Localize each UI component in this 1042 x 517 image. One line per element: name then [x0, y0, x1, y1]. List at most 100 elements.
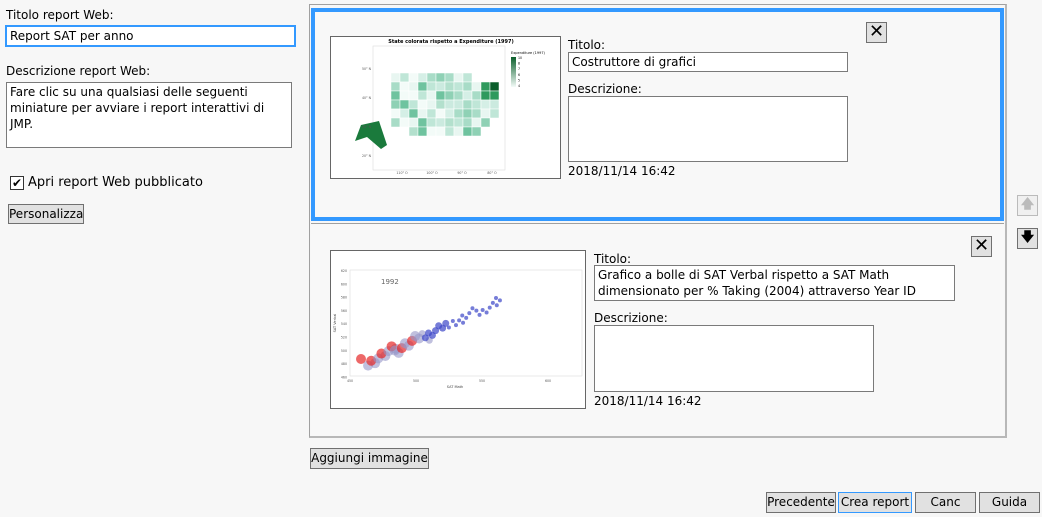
map-state [408, 90, 419, 101]
legend-tick: 7 [518, 67, 520, 71]
map-state [471, 99, 482, 110]
arrow-down-icon: 🡇 [1020, 230, 1035, 245]
map-state [453, 72, 464, 83]
add-image-button[interactable]: Aggiungi immagine [310, 448, 429, 469]
x-tick: 90° O [457, 171, 467, 175]
map-state [453, 117, 464, 128]
x-tick: 600 [545, 379, 551, 383]
bubble [474, 308, 479, 313]
map-state [462, 126, 473, 137]
legend-tick: 8 [518, 62, 520, 66]
map-state [435, 99, 446, 110]
map-state [435, 117, 446, 128]
map-state [426, 81, 437, 92]
map-state [408, 117, 419, 128]
map-state [417, 99, 428, 110]
item-description-label: Descrizione: [594, 311, 668, 325]
cancel-button[interactable]: Canc [915, 492, 976, 513]
map-state [444, 81, 455, 92]
bubble [446, 325, 451, 330]
map-state [390, 99, 401, 110]
bubble [477, 312, 482, 317]
bubble [457, 318, 462, 323]
map-state [489, 90, 500, 101]
map-state [462, 72, 473, 83]
open-report-checkbox-label: Apri report Web pubblicato [28, 175, 203, 190]
remove-item-button[interactable]: ✕ [866, 22, 887, 43]
item-title-input[interactable]: Grafico a bolle di SAT Verbal rispetto a… [594, 265, 955, 301]
map-state [426, 108, 437, 119]
item-date: 2018/11/14 16:42 [594, 394, 702, 408]
map-state [390, 90, 401, 101]
bubble [460, 313, 465, 318]
legend-tick: 6 [518, 73, 520, 77]
x-tick: 100° O [426, 171, 438, 175]
remove-item-button[interactable]: ✕ [971, 236, 992, 257]
map-state [480, 90, 491, 101]
map-state [444, 72, 455, 83]
legend-tick: 5 [518, 78, 520, 82]
map-state [480, 99, 491, 110]
map-state [462, 90, 473, 101]
create-report-button[interactable]: Crea report [838, 492, 912, 513]
map-state [399, 72, 410, 83]
bubble [467, 311, 472, 316]
map-state [480, 117, 491, 128]
map-state [435, 108, 446, 119]
map-state [462, 117, 473, 128]
web-report-title-label: Titolo report Web: [6, 8, 114, 22]
y-tick: 600 [341, 282, 347, 286]
y-tick: 580 [341, 296, 347, 300]
item-title-input[interactable]: Costruttore di grafici [568, 52, 848, 72]
bubble [480, 308, 485, 313]
map-state [471, 126, 482, 137]
item-description-input[interactable] [568, 96, 848, 162]
y-tick: 480 [341, 362, 347, 366]
map-state [417, 72, 428, 83]
web-report-description-input[interactable]: Fare clic su una qualsiasi delle seguent… [6, 82, 292, 148]
map-state [462, 108, 473, 119]
web-report-title-input[interactable]: Report SAT per anno [5, 25, 296, 47]
map-state [444, 99, 455, 110]
previous-button[interactable]: Precedente [766, 492, 836, 513]
x-axis-label: SAT Math [447, 385, 463, 389]
help-button[interactable]: Guida [979, 492, 1040, 513]
map-thumbnail[interactable]: State colorata rispetto a Expenditure (1… [330, 36, 561, 179]
bubble-chart-thumbnail[interactable]: 1992 620 600 580 560 540 520 500 480 460 450 500 55… [330, 250, 586, 409]
thumb-title: State colorata rispetto a Expenditure (1… [388, 39, 513, 45]
move-down-button[interactable]: 🡇 [1017, 228, 1038, 249]
x-tick: 500 [413, 379, 419, 383]
map-state [408, 99, 419, 110]
bubble [470, 306, 475, 311]
y-tick: 620 [341, 269, 347, 273]
map-state [408, 81, 419, 92]
y-tick: 50° N [362, 67, 372, 71]
map-state [444, 117, 455, 128]
bubble [410, 331, 421, 342]
item-description-input[interactable] [594, 325, 874, 392]
map-state [417, 90, 428, 101]
map-state [462, 99, 473, 110]
map-state [417, 108, 428, 119]
open-report-checkbox[interactable]: ✔ [10, 176, 24, 190]
map-state [471, 108, 482, 119]
map-state [489, 108, 500, 119]
bubble [490, 300, 495, 305]
image-list-panel [309, 4, 1007, 438]
map-state [417, 126, 428, 137]
customize-button[interactable]: Personalizza [8, 204, 84, 224]
bubble [464, 315, 469, 320]
bubble [497, 298, 502, 303]
x-tick: 450 [347, 379, 353, 383]
legend-title: Expenditure (1997) [511, 51, 546, 55]
bubble [356, 354, 366, 364]
web-report-description-label: Descrizione report Web: [6, 64, 151, 78]
map-state [426, 117, 437, 128]
move-up-button[interactable]: 🡅 [1017, 195, 1038, 216]
map-state [399, 90, 410, 101]
map-state [480, 108, 491, 119]
map-state [453, 126, 464, 137]
y-axis-label: SAT Verbal [333, 314, 337, 333]
bubble [425, 329, 432, 337]
y-tick: 560 [341, 309, 347, 313]
